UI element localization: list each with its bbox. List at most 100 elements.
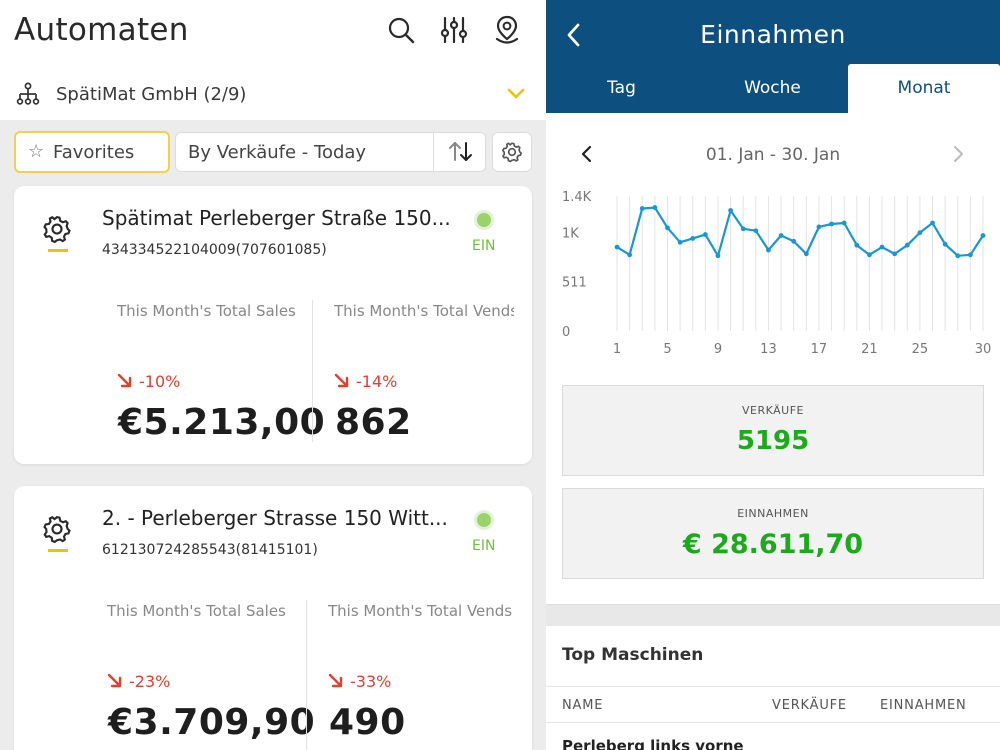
machine-gear-icon [43,515,71,544]
sales-change-value: -23% [129,672,171,691]
column-header-name[interactable]: NAME [562,698,604,713]
filter-sliders-icon[interactable] [439,14,469,46]
column-header-einnahmen[interactable]: EINNAHMEN [880,698,967,713]
search-icon[interactable] [386,14,416,46]
section-separator [546,604,1000,626]
page-title: Automaten [14,12,189,48]
favorites-button[interactable]: ☆ Favorites [14,131,170,173]
list-settings-button[interactable] [492,132,532,172]
sales-kpi-value: 5195 [736,426,810,456]
total-vends-label: This Month's Total Vends [334,302,514,320]
machine-card[interactable]: 2. - Perleberger Strasse 150 Witt... 612… [14,486,532,750]
series-line [616,206,984,257]
sort-arrows-icon[interactable] [446,139,476,165]
data-point [614,244,620,250]
date-range-nav: 01. Jan - 30. Jan [546,135,1000,175]
x-tick-label: 25 [912,342,929,357]
org-selector-label: SpätiMat GmbH (2/9) [56,84,247,105]
total-vends-value: 862 [335,402,412,443]
machines-pane: Automaten [0,0,546,750]
data-point [942,241,948,247]
location-pin-icon[interactable] [492,14,522,46]
data-point [677,239,683,245]
total-sales-value: €3.709,90 [108,702,316,743]
total-vends-value: 490 [329,702,406,743]
machine-id: 434334522104009(707601085) [102,242,327,258]
trend-down-icon [328,673,343,688]
top-machines-title: Top Maschinen [562,645,704,665]
table-row-name[interactable]: Perleberg links vorne [562,737,744,750]
total-vends-label: This Month's Total Vends [328,602,513,620]
org-tree-icon [16,82,40,105]
trend-down-icon [107,673,122,688]
machines-header: Automaten [0,0,546,120]
machine-accent-line [48,549,68,552]
x-tick-label: 9 [714,342,722,357]
y-tick-label: 1.4K [562,190,592,205]
sort-select-value: By Verkäufe - Today [188,142,367,163]
x-tick-label: 30 [975,342,992,357]
x-tick-label: 5 [663,342,671,357]
data-point [702,232,708,237]
data-point [715,253,721,259]
tab-monat[interactable]: Monat [848,64,1000,113]
sort-divider [433,133,434,171]
x-tick-label: 13 [760,342,777,357]
data-point [803,251,809,257]
revenue-header: Einnahmen Tag Woche Monat [546,0,1000,113]
x-tick-label: 17 [811,342,828,357]
data-point [778,233,784,238]
data-point [690,236,696,241]
prev-period-icon[interactable] [580,144,594,164]
total-sales-value: €5.213,00 [118,402,326,443]
list-toolbar: ☆ Favorites By Verkäufe - Today [0,120,546,186]
column-header-verkaeufe[interactable]: VERKÄUFE [772,698,847,713]
data-point [766,247,771,253]
data-point [753,228,759,234]
data-point [967,252,973,258]
data-point [904,242,910,248]
trend-down-icon [117,373,132,388]
machine-card[interactable]: Spätimat Perleberger Straße 150... 43433… [14,186,532,464]
machine-id: 612130724285543(81415101) [102,542,318,558]
y-tick-label: 0 [562,325,570,340]
stat-divider [312,300,313,442]
total-sales-label: This Month's Total Sales [117,302,296,320]
status-dot [477,213,491,227]
status-badge: EIN [472,538,496,554]
y-tick-label: 511 [562,276,587,291]
vends-change: -14% [334,372,397,391]
machine-accent-line [48,249,68,252]
data-point [740,226,746,232]
chevron-down-icon[interactable] [506,84,526,104]
sort-select[interactable]: By Verkäufe - Today [175,132,486,172]
table-header-row: NAME VERKÄUFE EINNAHMEN [546,686,1000,723]
data-point [791,238,797,244]
org-selector[interactable]: SpätiMat GmbH (2/9) [0,72,546,118]
data-point [867,252,872,258]
data-point [854,242,860,248]
total-sales-label: This Month's Total Sales [107,602,286,620]
data-point [841,220,847,226]
back-chevron-icon[interactable] [564,22,584,48]
date-range-label: 01. Jan - 30. Jan [705,145,841,165]
sales-kpi-box: VERKÄUFE 5195 [562,385,984,476]
data-point [728,208,733,213]
revenue-kpi-value: € 28.611,70 [682,529,864,560]
tab-woche[interactable]: Woche [744,78,801,98]
status-badge: EIN [472,238,496,254]
data-point [879,244,885,250]
revenue-line-chart: 0 511 1K 1.4K 1 5 9 13 17 21 25 30 [562,190,992,357]
revenue-pane: Einnahmen Tag Woche Monat 01. Jan - 30. … [546,0,1000,750]
sales-change: -10% [117,372,180,391]
tab-tag[interactable]: Tag [607,78,636,98]
data-point [652,205,658,210]
machine-name: 2. - Perleberger Strasse 150 Witt... [102,506,448,530]
x-tick-label: 1 [613,342,621,357]
vends-change: -33% [328,672,391,691]
trend-down-icon [334,373,349,388]
data-point [816,224,822,230]
next-period-icon[interactable] [951,144,965,164]
data-point [829,221,834,227]
data-point [930,220,935,226]
